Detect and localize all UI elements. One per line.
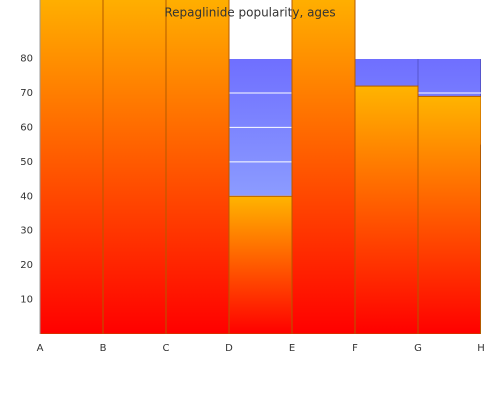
y-tick-label: 40 [20, 191, 33, 202]
labels: 10 20 30 40 50 60 70 80 A B C D E F G H [20, 0, 485, 354]
x-tick-label: E [289, 343, 295, 354]
x-tick-label: B [100, 343, 107, 354]
y-tick-label: 20 [20, 260, 33, 271]
y-tick-label: 70 [20, 88, 33, 99]
x-tick-label: D [225, 343, 233, 354]
x-tick-label: G [414, 343, 422, 354]
y-tick-label: 60 [20, 122, 33, 133]
x-tick-label: H [477, 343, 485, 354]
step [291, 0, 356, 334]
y-tick-label: 30 [20, 226, 33, 237]
x-tick-label: A [37, 343, 44, 354]
step [102, 0, 167, 334]
step [40, 0, 104, 334]
step [354, 85, 419, 334]
chart-title: Repaglinide popularity, ages [164, 6, 335, 20]
y-tick-label: 10 [20, 295, 33, 306]
step [165, 0, 230, 334]
step [417, 95, 481, 334]
series-area [40, 0, 481, 334]
x-tick-label: C [163, 343, 170, 354]
x-tick-label: F [352, 343, 358, 354]
step [228, 195, 293, 334]
y-tick-label: 50 [20, 157, 33, 168]
y-tick-label: 80 [20, 54, 33, 65]
